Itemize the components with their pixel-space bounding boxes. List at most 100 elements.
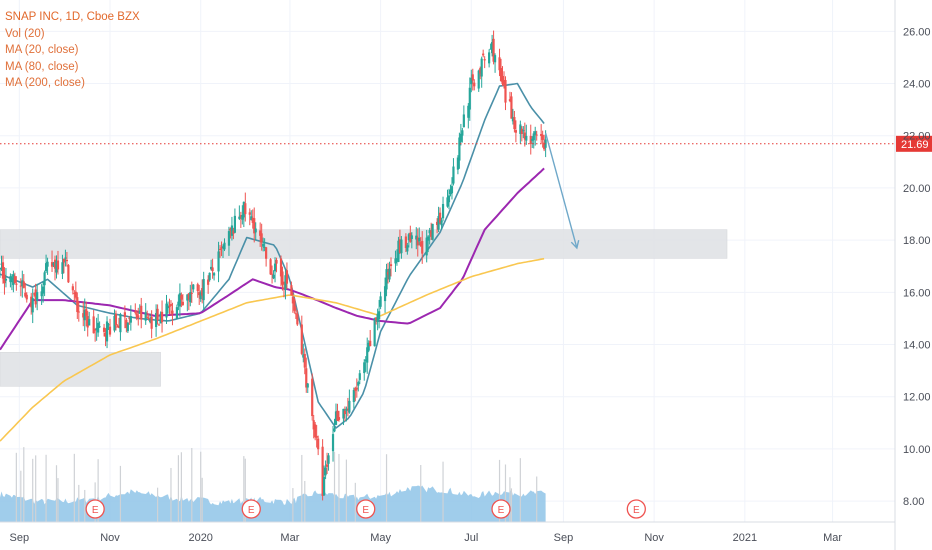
candle-body [431, 223, 434, 240]
candle-body [373, 318, 376, 347]
candle-body [406, 245, 409, 252]
candle-body [156, 308, 159, 321]
candle-body [55, 260, 58, 273]
candle-body [202, 278, 205, 301]
candle-body [242, 201, 245, 218]
candle-body [364, 359, 367, 362]
candle-body [447, 195, 451, 203]
candle-body [531, 138, 534, 141]
candle-body [473, 82, 476, 87]
chart-legend: SNAP INC, 1D, Cboe BZX Vol (20) MA (20, … [5, 9, 140, 92]
candle-body [97, 322, 100, 333]
candle-body [419, 241, 422, 247]
candle-body [520, 128, 523, 134]
overlay: 21.69 E E E E E [0, 132, 932, 519]
y-tick-label: 26.00 [903, 26, 931, 38]
candle-body [146, 317, 149, 319]
candle-body [348, 400, 351, 413]
candle-body [125, 319, 128, 329]
candle-body [282, 287, 286, 289]
legend-item-volume[interactable]: Vol (20) [5, 27, 45, 40]
candle-body [113, 315, 116, 331]
support-zone [0, 352, 161, 387]
candle-body [218, 248, 222, 250]
candle-body [254, 228, 257, 233]
support-zones [0, 229, 728, 387]
candle-body [138, 310, 141, 314]
candle-body [129, 316, 132, 323]
candle-body [407, 234, 410, 241]
ma-line-1 [0, 82, 545, 429]
candle-body [499, 68, 503, 81]
earnings-icon: E [633, 505, 640, 516]
candle-body [95, 327, 98, 331]
candle-body [488, 52, 491, 64]
candle-body [248, 212, 251, 215]
candle-body [12, 274, 15, 286]
candle-body [513, 117, 516, 130]
candle-body [415, 235, 418, 240]
legend-item-ma80[interactable]: MA (80, close) [5, 60, 79, 73]
x-tick-label: Nov [644, 532, 664, 544]
candle-body [293, 299, 296, 311]
candle-body [149, 319, 152, 323]
candle-body [489, 48, 492, 50]
candle-body [508, 99, 512, 102]
candle-body [50, 262, 54, 267]
candle-body [25, 294, 28, 300]
candle-body [144, 312, 147, 321]
candle-body [358, 373, 361, 380]
candle-body [450, 186, 454, 194]
candle-body [468, 87, 471, 110]
candle-body [88, 319, 91, 326]
candle-body [421, 241, 424, 254]
candle-body [199, 292, 202, 300]
candle-body [345, 408, 348, 411]
candle-body [180, 294, 183, 300]
candle-body [117, 325, 121, 328]
candle-body [312, 420, 315, 430]
candle-body [44, 263, 48, 272]
candle-body [269, 259, 272, 275]
volume-bars [0, 447, 546, 522]
candle-body [168, 305, 171, 307]
x-tick-label: 2020 [188, 532, 212, 544]
candle-body [504, 80, 507, 103]
y-tick-label: 10.00 [903, 444, 931, 456]
candle-body [263, 246, 266, 248]
candle-body [56, 260, 60, 270]
candle-body [114, 313, 118, 326]
candle-body [529, 135, 532, 145]
candle-body [425, 237, 428, 256]
moving-averages [0, 82, 545, 442]
candle-body [300, 324, 303, 354]
candle-body [336, 410, 339, 421]
candle-body [459, 133, 462, 142]
candle-body [62, 258, 66, 263]
candle-body [36, 292, 39, 301]
candle-body [386, 272, 390, 275]
candle-body [147, 318, 150, 320]
legend-item-ma200[interactable]: MA (200, close) [5, 77, 85, 89]
candle-body [296, 314, 299, 325]
candle-body [461, 130, 464, 136]
y-tick-label: 18.00 [903, 235, 931, 247]
earnings-marker [241, 499, 261, 519]
legend-item-ma20[interactable]: MA (20, close) [5, 44, 79, 56]
legend-title[interactable]: SNAP INC, 1D, Cboe BZX [5, 11, 140, 23]
candle-body [13, 276, 16, 283]
projection-arrowhead [570, 240, 580, 250]
earnings-marker [626, 499, 646, 519]
candle-body [0, 263, 3, 265]
candle-body [477, 70, 480, 89]
candle-body [157, 324, 161, 326]
candle-body [53, 259, 57, 269]
candle-body [541, 134, 544, 140]
candle-body [334, 411, 338, 425]
candle-body [150, 316, 153, 329]
x-tick-label: Nov [100, 532, 120, 544]
candle-body [186, 294, 189, 301]
price-candles [0, 30, 547, 501]
